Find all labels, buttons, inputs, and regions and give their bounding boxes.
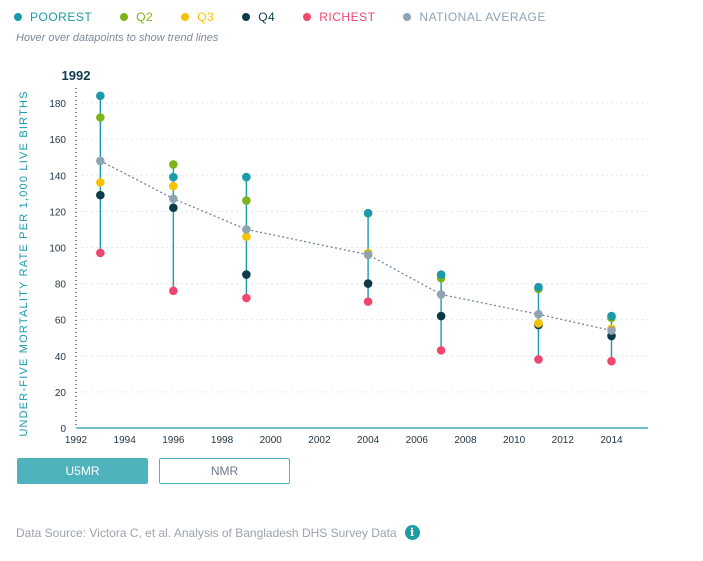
data-point-richest[interactable] <box>169 286 178 296</box>
data-point-poorest[interactable] <box>169 172 178 182</box>
y-tick-label: 140 <box>49 171 66 182</box>
y-tick-label: 160 <box>49 135 66 146</box>
y-tick-label: 100 <box>49 243 66 254</box>
y-tick-label: 20 <box>55 388 67 399</box>
data-point-poorest[interactable] <box>242 172 251 182</box>
legend-label: Q4 <box>258 10 276 24</box>
data-point-poorest[interactable] <box>534 282 543 292</box>
x-tick-label: 2006 <box>406 435 429 446</box>
legend-item-national-average[interactable]: NATIONAL AVERAGE <box>403 10 545 24</box>
x-tick-label: 1992 <box>65 435 88 446</box>
legend-marker <box>403 13 412 21</box>
x-tick-label: 2000 <box>260 435 283 446</box>
data-point-q3[interactable] <box>96 178 105 187</box>
legend-item-q3[interactable]: Q3 <box>181 10 214 24</box>
legend-marker <box>14 13 22 21</box>
data-point-national-average[interactable] <box>534 309 543 319</box>
data-point-q4[interactable] <box>169 203 178 213</box>
y-axis-label: UNDER-FIVE MORTALITY RATE PER 1,000 LIVE… <box>18 90 30 436</box>
y-tick-label: 80 <box>55 280 67 291</box>
legend-label: POOREST <box>30 10 93 24</box>
legend-item-q2[interactable]: Q2 <box>120 10 153 24</box>
legend-label: RICHEST <box>319 10 376 24</box>
data-point-richest[interactable] <box>436 346 446 355</box>
data-point-national-average[interactable] <box>436 290 446 299</box>
x-tick-label: 1998 <box>211 435 234 446</box>
x-tick-label: 1994 <box>114 435 137 446</box>
data-source-text: Data Source: Victora C, et al. Analysis … <box>16 525 397 540</box>
data-point-poorest[interactable] <box>607 311 616 321</box>
data-point-q4[interactable] <box>242 270 251 279</box>
data-source: Data Source: Victora C, et al. Analysis … <box>16 525 420 540</box>
data-points <box>96 91 616 366</box>
legend-item-richest[interactable]: RICHEST <box>303 10 375 24</box>
data-point-poorest[interactable] <box>363 208 373 218</box>
hover-hint: Hover over datapoints to show trend line… <box>16 32 219 44</box>
legend-item-q4[interactable]: Q4 <box>242 10 275 24</box>
data-point-q4[interactable] <box>363 279 373 288</box>
x-tick-label: 2014 <box>600 435 623 446</box>
gridlines <box>76 102 648 393</box>
data-point-richest[interactable] <box>607 356 616 366</box>
x-tick-label: 2010 <box>503 435 526 446</box>
legend-label: Q3 <box>197 10 215 24</box>
axes: 0 20 40 60 80 100 120 140 160 180 1992 1994 1996 1998… <box>18 68 648 446</box>
data-point-q4[interactable] <box>96 190 105 200</box>
nmr-button[interactable]: NMR <box>159 458 290 484</box>
x-tick-label: 2008 <box>454 435 477 446</box>
data-point-national-average[interactable] <box>363 250 373 259</box>
legend-marker <box>181 13 190 21</box>
year-marker-label: 1992 <box>62 68 91 83</box>
x-tick-label: 2002 <box>308 435 331 446</box>
data-point-national-average[interactable] <box>96 156 105 166</box>
data-point-national-average[interactable] <box>169 194 178 204</box>
data-point-q2[interactable] <box>242 196 251 205</box>
data-point-national-average[interactable] <box>607 326 616 335</box>
data-point-q3[interactable] <box>242 232 251 241</box>
data-point-q2[interactable] <box>169 160 178 169</box>
legend-label: NATIONAL AVERAGE <box>419 10 546 24</box>
legend-label: Q2 <box>136 10 154 24</box>
legend-marker <box>120 13 129 21</box>
data-point-q3[interactable] <box>169 181 178 191</box>
legend-marker <box>242 13 251 21</box>
legend-item-poorest[interactable]: POOREST <box>14 10 92 24</box>
data-point-richest[interactable] <box>534 355 543 364</box>
info-icon[interactable]: i <box>404 525 420 540</box>
legend: POOREST Q2 Q3 Q4 RICHEST NATIONAL AVERAG… <box>14 10 574 24</box>
legend-marker <box>303 13 312 21</box>
data-point-richest[interactable] <box>96 248 105 258</box>
x-tick-label: 2012 <box>552 435 575 446</box>
y-tick-label: 60 <box>55 316 67 327</box>
u5mr-button[interactable]: U5MR <box>17 458 148 484</box>
data-point-q3[interactable] <box>534 318 543 328</box>
x-tick-label: 1996 <box>162 435 185 446</box>
data-point-richest[interactable] <box>242 293 251 303</box>
data-point-poorest[interactable] <box>436 270 446 279</box>
data-point-richest[interactable] <box>363 297 373 306</box>
chart-plot: 0 20 40 60 80 100 120 140 160 180 1992 1994 1996 1998… <box>18 68 648 446</box>
y-tick-label: 120 <box>49 207 66 218</box>
data-point-national-average[interactable] <box>242 225 251 234</box>
x-tick-label: 2004 <box>357 435 380 446</box>
data-point-q2[interactable] <box>96 113 105 122</box>
data-point-q4[interactable] <box>436 311 446 321</box>
y-tick-label: 180 <box>49 99 66 110</box>
data-point-poorest[interactable] <box>96 91 105 101</box>
y-tick-label: 0 <box>60 424 66 435</box>
y-tick-label: 40 <box>55 352 67 363</box>
